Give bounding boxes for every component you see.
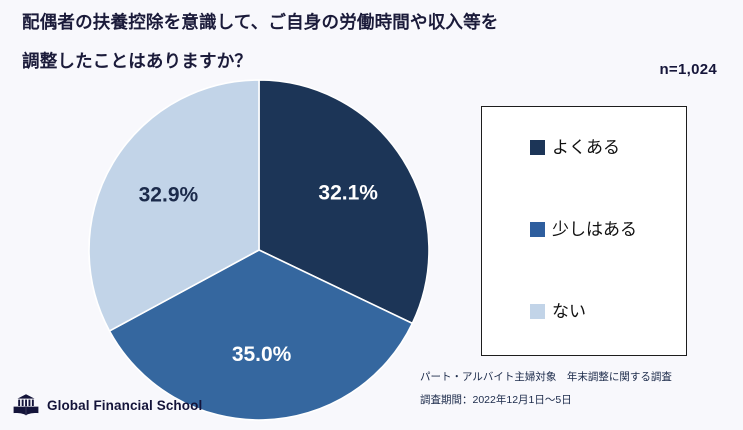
pie-label-nai: 32.9%: [139, 184, 199, 207]
pie-slice-labels: 32.1% 35.0% 32.9%: [139, 181, 379, 366]
legend-item-yokuaru[interactable]: よくある: [530, 134, 680, 160]
legend-label-yokuaru: よくある: [552, 137, 620, 157]
pie-slice-sukoshiwaaru[interactable]: [108, 249, 414, 421]
legend-item-list: よくある 少しはある ない: [530, 134, 680, 324]
legend-label-nai: ない: [552, 301, 586, 321]
legend-swatch-icon: [530, 303, 545, 319]
legend-item-sukoshiwaaru[interactable]: 少しはある: [530, 216, 680, 242]
pie-label-yokuaru: 32.1%: [318, 181, 378, 204]
legend: よくある 少しはある ない: [481, 106, 687, 356]
pie-chart: 32.1% 35.0% 32.9%: [88, 79, 430, 430]
brand-logo-text: Global Financial School: [47, 397, 203, 413]
sample-size-label: n=1,024: [659, 61, 717, 78]
survey-period-line: 調査期間：2022年12月1日〜5日: [420, 393, 572, 406]
legend-swatch-icon: [530, 221, 545, 237]
pie-slice-nai[interactable]: [88, 79, 260, 333]
pie-slice-yokuaru[interactable]: [258, 79, 430, 325]
survey-target-line: パート・アルバイト主婦対象 年末調整に関する調査: [420, 371, 672, 383]
title-line-1: 配偶者の扶養控除を意識して、ご自身の労働時間や収入等を: [22, 12, 499, 32]
page-title: 配偶者の扶養控除を意識して、ご自身の労働時間や収入等を 調整したことはありますか…: [22, 12, 662, 71]
legend-swatch-icon: [530, 139, 545, 155]
brand-logo: Global Financial School: [12, 393, 202, 417]
survey-note: パート・アルバイト主婦対象 年末調整に関する調査 調査期間：2022年12月1日…: [420, 372, 730, 405]
legend-item-nai[interactable]: ない: [530, 298, 680, 324]
title-line-2: 調整したことはありますか？: [22, 50, 253, 71]
school-crest-icon: [13, 394, 39, 416]
pie-slices: [88, 79, 430, 421]
pie-chart-svg: 32.1% 35.0% 32.9%: [88, 79, 430, 421]
legend-label-sukoshiwaaru: 少しはある: [552, 219, 637, 239]
pie-label-sukoshiwaaru: 35.0%: [232, 343, 292, 366]
